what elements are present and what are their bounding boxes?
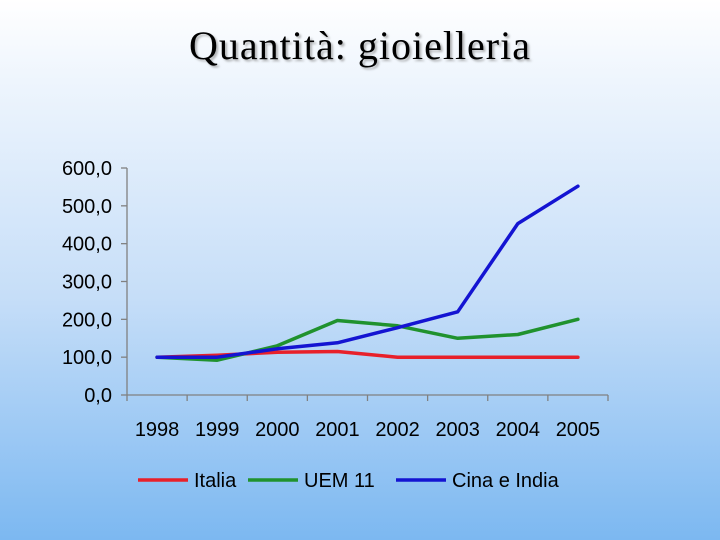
legend-label: Italia: [194, 470, 237, 492]
x-tick-label: 1998: [135, 419, 180, 441]
x-tick-label: 2003: [435, 419, 480, 441]
y-tick-label: 100,0: [62, 347, 112, 369]
x-axis-ticks: 1998 1999 2000 2001 2002 2003 2004 2005: [126, 395, 609, 441]
y-tick-label: 400,0: [62, 234, 112, 256]
series-line-cina-e-india: [155, 184, 580, 359]
series-line-uem-11: [155, 317, 580, 362]
slide-title: Quantità: gioielleria: [189, 23, 531, 68]
chart-legend: Italia UEM 11 Cina e India: [138, 470, 560, 492]
y-tick-label: 0,0: [84, 385, 112, 407]
x-tick-label: 2000: [255, 419, 300, 441]
legend-label: UEM 11: [304, 470, 375, 492]
chart-series: [155, 184, 580, 362]
y-tick-label: 500,0: [62, 196, 112, 218]
x-tick-label: 2005: [556, 419, 601, 441]
y-axis-ticks: 0,0 100,0 200,0 300,0 400,0 500,0 600,0: [62, 158, 127, 407]
y-tick-label: 300,0: [62, 272, 112, 294]
x-tick-label: 2004: [496, 419, 541, 441]
x-tick-label: 1999: [195, 419, 240, 441]
y-tick-label: 600,0: [62, 158, 112, 180]
y-tick-label: 200,0: [62, 309, 112, 331]
x-tick-label: 2002: [375, 419, 420, 441]
x-tick-label: 2001: [315, 419, 360, 441]
legend-label: Cina e India: [452, 470, 560, 492]
